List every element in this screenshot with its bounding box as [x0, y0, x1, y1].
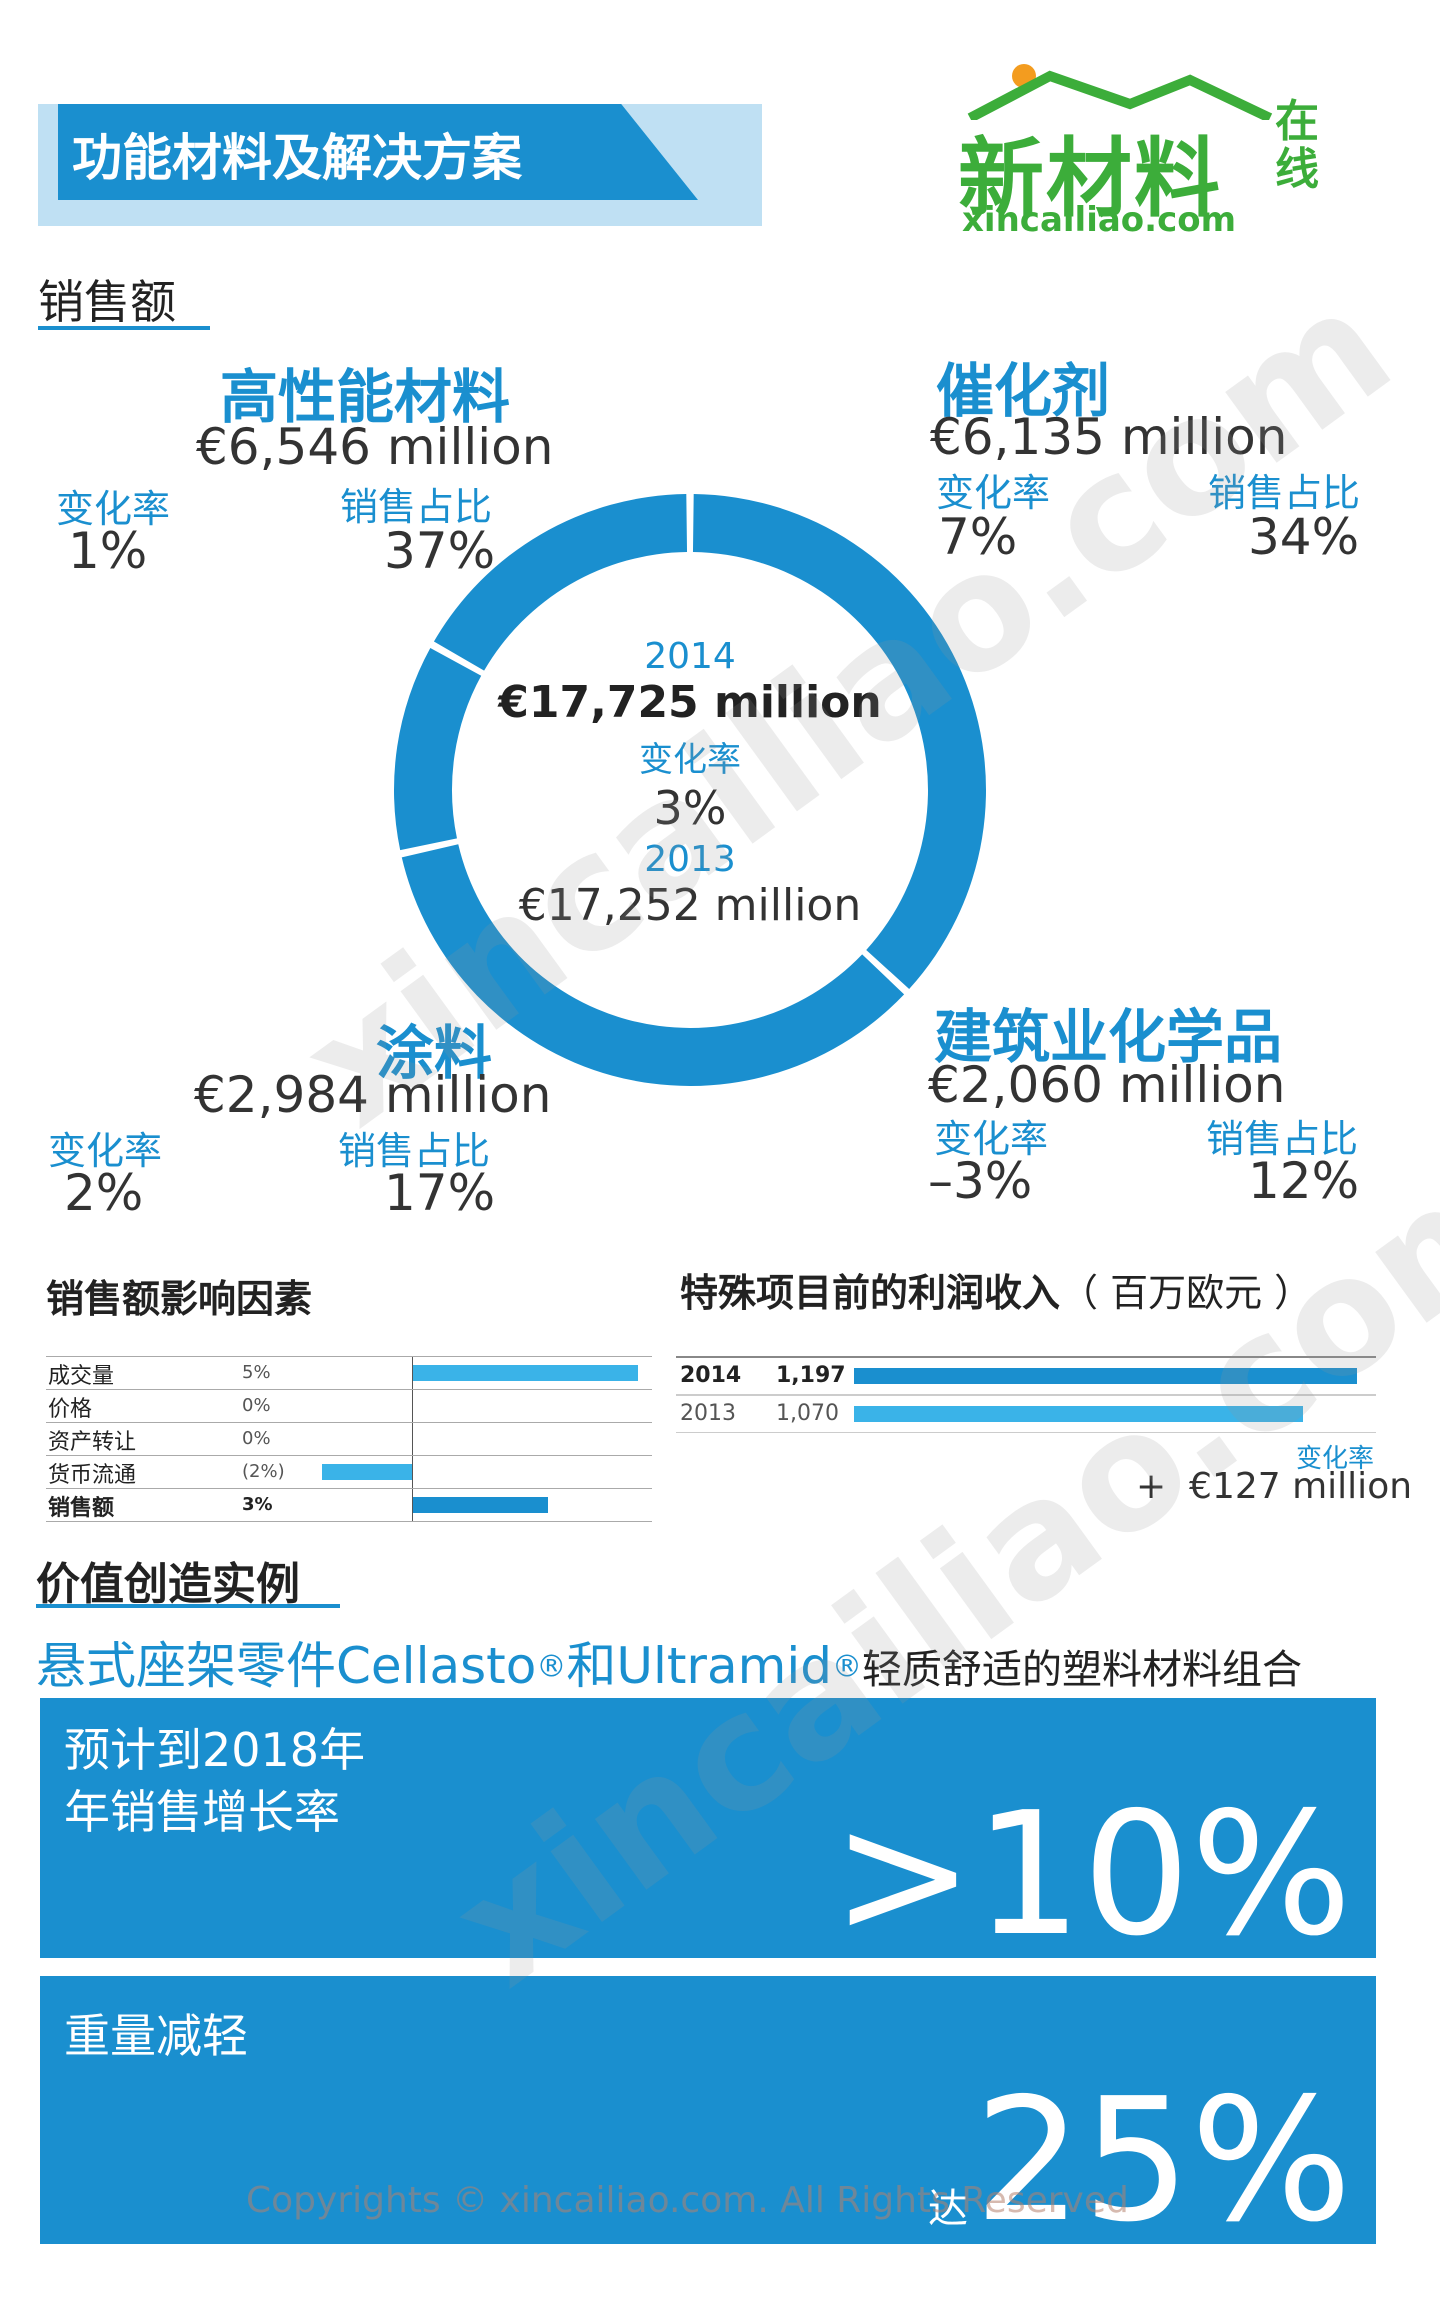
segment-share-coatings: 17% [384, 1164, 496, 1222]
donut-center: 2014 €17,725 million 变化率 3% 2013 €17,252… [498, 636, 881, 931]
factor-bar [322, 1464, 412, 1480]
donut-slice-coatings [433, 494, 688, 671]
income-value: 1,197 [776, 1363, 846, 1388]
page-title: 功能材料及解决方案 [72, 129, 522, 187]
factors-zero-axis [412, 1356, 413, 1521]
value-section-title: 价值创造实例 [36, 1559, 300, 1610]
logo-roof-icon [967, 64, 1273, 120]
center-change-label: 变化率 [639, 740, 741, 780]
donut-slice-performance [692, 494, 986, 989]
income-unit: （ 百万欧元 ） [1060, 1271, 1313, 1315]
weight-value: 25% [974, 2062, 1352, 2260]
subtitle-part-a: 悬式座架零件Cellasto [36, 1637, 537, 1695]
value-section-underline [36, 1604, 340, 1608]
income-bar [854, 1406, 1304, 1422]
income-row-divider [676, 1356, 1376, 1358]
center-total-2014: €17,725 million [498, 677, 882, 728]
sales-donut-chart [394, 494, 986, 1086]
income-change: + €127 million [1136, 1466, 1413, 1507]
segment-change-label-construction: 变化率 [934, 1117, 1049, 1161]
weight-panel: 重量减轻 达 25% [40, 1976, 1376, 2260]
header-ribbon [58, 104, 698, 200]
segment-name-coatings: 涂料 [376, 1019, 493, 1087]
weight-line-1: 重量减轻 [64, 2009, 248, 2063]
segment-change-construction: –3% [928, 1152, 1033, 1210]
brand-logo: 新材料 在线 xincailiao.com [950, 60, 1350, 240]
income-change-label: 变化率 [1296, 1444, 1375, 1474]
factor-value: 0% [242, 1395, 271, 1416]
income-year: 2013 [680, 1401, 736, 1426]
factor-label: 成交量 [48, 1364, 115, 1389]
segment-change-coatings: 2% [64, 1164, 144, 1222]
segment-amount-performance: €6,546 million [196, 418, 554, 476]
reg-mark-2: ® [831, 1649, 862, 1685]
logo-brand-text: 新材料 [958, 129, 1222, 229]
factors-title: 销售额影响因素 [46, 1277, 313, 1321]
segment-share-label-catalysts: 销售占比 [1208, 471, 1361, 515]
factors-bottom-border [46, 1521, 652, 1522]
segment-share-construction: 12% [1248, 1152, 1360, 1210]
factor-label: 销售额 [48, 1496, 115, 1521]
factor-value: (2%) [242, 1461, 285, 1482]
donut-slice-catalysts [401, 844, 905, 1086]
factor-label: 货币流通 [48, 1463, 137, 1488]
income-bar [854, 1368, 1357, 1384]
segment-share-catalysts: 34% [1248, 508, 1360, 566]
factor-label: 价格 [48, 1397, 93, 1422]
sales-section-title: 销售额 [38, 275, 176, 329]
segment-change-catalysts: 7% [938, 508, 1018, 566]
income-heading: 特殊项目前的利润收入（ 百万欧元 ） [680, 1262, 1312, 1317]
segment-amount-catalysts: €6,135 million [930, 408, 1288, 466]
factor-value: 5% [242, 1362, 271, 1383]
logo-domain: xincailiao.com [962, 200, 1237, 240]
income-value: 1,070 [776, 1401, 839, 1426]
segment-name-construction: 建筑业化学品 [934, 1003, 1283, 1071]
segment-name-catalysts: 催化剂 [936, 357, 1111, 425]
segment-share-label-construction: 销售占比 [1206, 1117, 1359, 1161]
value-subtitle: 悬式座架零件Cellasto®和Ultramid®轻质舒适的塑料材料组合 [36, 1626, 1302, 1698]
income-bottom-border [676, 1432, 1376, 1433]
segment-change-label-catalysts: 变化率 [936, 471, 1051, 515]
segment-share-label-coatings: 销售占比 [338, 1129, 491, 1173]
factor-label: 资产转让 [48, 1430, 137, 1455]
factors-row-divider [46, 1422, 652, 1423]
factor-bar [413, 1497, 548, 1513]
donut-slice-construction [394, 647, 482, 851]
income-title: 特殊项目前的利润收入 [680, 1271, 1061, 1315]
center-change: 3% [653, 781, 727, 835]
factors-table: 成交量 5% 价格 0% 资产转让 0% 货币流通 (2%) 销售额 3% [46, 1356, 652, 1526]
growth-value: >10% [831, 1776, 1352, 1974]
subtitle-part-c: 轻质舒适的塑料材料组合 [861, 1647, 1302, 1693]
income-year: 2014 [680, 1363, 742, 1388]
center-year-2013: 2013 [644, 839, 736, 880]
segment-name-performance: 高性能材料 [220, 363, 511, 431]
income-table: 2014 1,197 2013 1,070 [676, 1356, 1376, 1436]
segment-share-label-performance: 销售占比 [340, 485, 493, 529]
sales-section-underline [38, 326, 210, 330]
factors-row-divider [46, 1455, 652, 1456]
growth-panel: 预计到2018年 年销售增长率 >10% [40, 1698, 1376, 1974]
growth-line-1: 预计到2018年 [64, 1723, 366, 1777]
income-row-divider [676, 1394, 1376, 1396]
segment-amount-construction: €2,060 million [928, 1056, 1286, 1114]
factor-bar [413, 1365, 638, 1381]
factor-value: 3% [242, 1494, 273, 1515]
segment-share-performance: 37% [384, 522, 496, 580]
copyright-footer: Copyrights © xincailiao.com. All Rights … [246, 2180, 1129, 2221]
logo-side-text: 在线 [1275, 96, 1319, 195]
factor-value: 0% [242, 1428, 271, 1449]
weight-prefix: 达 [928, 2186, 968, 2232]
reg-mark-1: ® [536, 1649, 567, 1685]
segment-change-label-coatings: 变化率 [48, 1129, 163, 1173]
segment-change-label-performance: 变化率 [56, 487, 171, 531]
factors-row-divider [46, 1356, 652, 1357]
segment-amount-coatings: €2,984 million [194, 1066, 552, 1124]
center-year-2014: 2014 [644, 636, 736, 677]
subtitle-part-b: 和Ultramid [566, 1637, 832, 1695]
center-total-2013: €17,252 million [518, 880, 862, 931]
factors-row-divider [46, 1389, 652, 1390]
segment-change-performance: 1% [68, 522, 148, 580]
growth-line-2: 年销售增长率 [64, 1785, 340, 1839]
factors-row-divider [46, 1488, 652, 1489]
